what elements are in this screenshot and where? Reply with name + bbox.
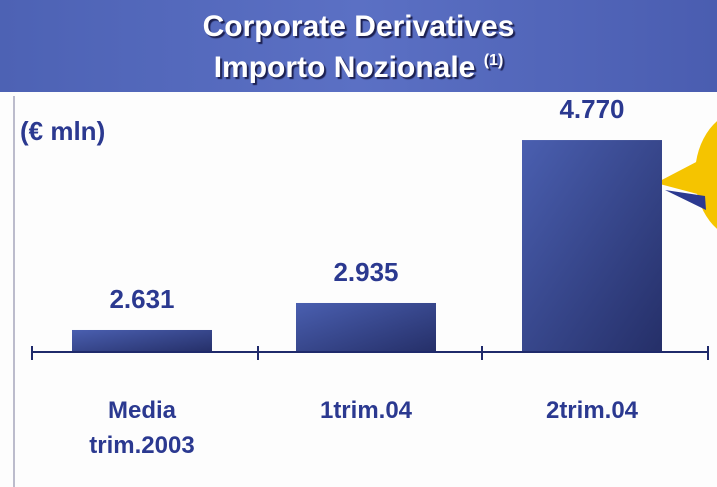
title-line: Corporate Derivatives <box>202 10 515 43</box>
value-label: 2.935 <box>333 256 399 287</box>
x-tick-label: 1trim.04 <box>319 397 413 424</box>
title-banner <box>0 0 717 92</box>
x-tick-label: Media trim.2003 <box>89 397 195 459</box>
bar <box>72 329 212 352</box>
unit-label: (€ mln) <box>20 116 106 146</box>
title-line: Importo Nozionale (1) <box>0 44 717 85</box>
value-label: 2.631 <box>109 283 175 314</box>
value-label: 4.770 <box>559 94 625 125</box>
axis <box>31 346 709 360</box>
bar <box>522 140 662 352</box>
title-text: Importo Nozionale <box>213 51 476 84</box>
x-tick-label: 2trim.04 <box>545 397 639 424</box>
bar <box>296 302 436 352</box>
callout <box>656 121 717 229</box>
title-note: (1) <box>483 52 504 69</box>
